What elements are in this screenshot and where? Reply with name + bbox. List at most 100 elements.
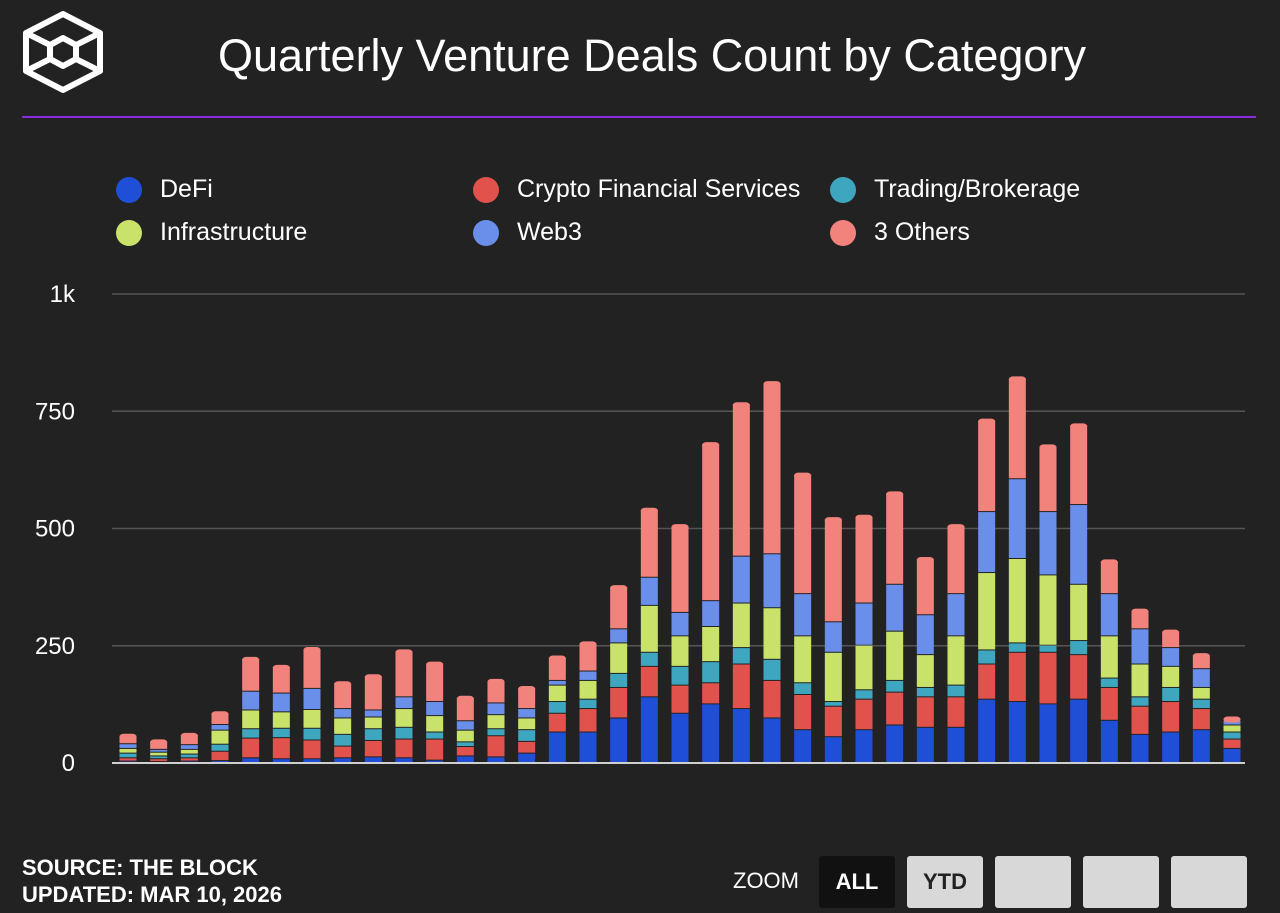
bar-segment-3-others[interactable] — [1039, 446, 1057, 512]
bar-segment-crypto-financial-services[interactable] — [1131, 706, 1149, 734]
bar-segment-infrastructure[interactable] — [334, 718, 352, 734]
bar-segment-3-others[interactable] — [855, 516, 873, 603]
bar-segment-crypto-financial-services[interactable] — [303, 740, 321, 759]
bar-segment-3-others[interactable] — [794, 474, 812, 594]
bar-segment-infrastructure[interactable] — [978, 573, 996, 650]
bar-segment-trading-brokerage[interactable] — [272, 728, 290, 738]
bar-segment-trading-brokerage[interactable] — [180, 754, 198, 758]
bar-segment-defi[interactable] — [610, 718, 628, 762]
bar-segment-trading-brokerage[interactable] — [364, 729, 382, 740]
bar-segment-defi[interactable] — [916, 727, 934, 762]
bar-stack[interactable] — [272, 664, 290, 762]
bar-stack[interactable] — [426, 661, 444, 762]
bar-segment-defi[interactable] — [1162, 732, 1180, 762]
bar-segment-infrastructure[interactable] — [426, 716, 444, 732]
bar-segment-web3[interactable] — [610, 629, 628, 643]
bar-segment-trading-brokerage[interactable] — [579, 699, 597, 709]
bar-segment-3-others[interactable] — [763, 383, 781, 554]
legend-item-infrastructure[interactable]: Infrastructure — [116, 218, 307, 247]
bar-stack[interactable] — [518, 685, 536, 762]
bar-segment-infrastructure[interactable] — [702, 626, 720, 662]
bar-stack[interactable] — [1192, 653, 1210, 762]
bar-segment-web3[interactable] — [1192, 669, 1210, 687]
bar-segment-trading-brokerage[interactable] — [119, 753, 137, 758]
bar-segment-crypto-financial-services[interactable] — [1008, 652, 1026, 702]
bar-segment-infrastructure[interactable] — [886, 631, 904, 680]
bar-segment-crypto-financial-services[interactable] — [916, 697, 934, 727]
bar-segment-web3[interactable] — [119, 744, 137, 748]
bar-segment-web3[interactable] — [426, 702, 444, 716]
bar-segment-infrastructure[interactable] — [855, 645, 873, 690]
bar-segment-3-others[interactable] — [272, 666, 290, 693]
bar-segment-defi[interactable] — [518, 753, 536, 762]
bar-segment-infrastructure[interactable] — [548, 685, 566, 702]
bar-segment-crypto-financial-services[interactable] — [855, 699, 873, 730]
bar-segment-trading-brokerage[interactable] — [211, 744, 229, 751]
bar-segment-crypto-financial-services[interactable] — [426, 739, 444, 760]
bar-segment-defi[interactable] — [211, 761, 229, 762]
bar-segment-defi[interactable] — [1008, 702, 1026, 762]
bar-segment-web3[interactable] — [1039, 512, 1057, 575]
zoom-ytd-button[interactable]: YTD — [907, 856, 983, 908]
zoom-all-button[interactable]: ALL — [819, 856, 895, 908]
bar-segment-web3[interactable] — [456, 721, 474, 730]
bar-segment-3-others[interactable] — [916, 558, 934, 615]
bar-segment-defi[interactable] — [272, 759, 290, 762]
bar-segment-trading-brokerage[interactable] — [794, 683, 812, 694]
bar-stack[interactable] — [119, 733, 137, 762]
bar-segment-crypto-financial-services[interactable] — [702, 683, 720, 704]
bar-segment-crypto-financial-services[interactable] — [1100, 687, 1118, 720]
bar-segment-crypto-financial-services[interactable] — [1223, 739, 1241, 748]
bar-segment-defi[interactable] — [548, 732, 566, 762]
bar-segment-trading-brokerage[interactable] — [763, 659, 781, 680]
bar-segment-defi[interactable] — [1223, 748, 1241, 762]
bar-segment-trading-brokerage[interactable] — [1223, 732, 1241, 739]
bar-stack[interactable] — [395, 649, 413, 762]
bar-stack[interactable] — [150, 739, 168, 762]
bar-segment-web3[interactable] — [334, 709, 352, 718]
bar-segment-infrastructure[interactable] — [487, 715, 505, 729]
bar-segment-defi[interactable] — [947, 727, 965, 762]
bar-stack[interactable] — [1008, 376, 1026, 762]
bar-segment-defi[interactable] — [426, 760, 444, 762]
bar-segment-trading-brokerage[interactable] — [395, 727, 413, 739]
bar-segment-web3[interactable] — [1008, 479, 1026, 558]
bar-stack[interactable] — [579, 641, 597, 762]
bar-segment-trading-brokerage[interactable] — [518, 730, 536, 741]
bar-segment-trading-brokerage[interactable] — [610, 673, 628, 687]
bar-segment-web3[interactable] — [548, 680, 566, 685]
legend-item-crypto-financial-services[interactable]: Crypto Financial Services — [473, 175, 800, 204]
bar-segment-web3[interactable] — [1131, 629, 1149, 664]
bar-segment-trading-brokerage[interactable] — [1008, 643, 1026, 652]
bar-segment-trading-brokerage[interactable] — [334, 734, 352, 746]
bar-segment-crypto-financial-services[interactable] — [610, 687, 628, 718]
bar-segment-web3[interactable] — [579, 671, 597, 680]
bar-segment-web3[interactable] — [211, 725, 229, 730]
bar-segment-web3[interactable] — [824, 622, 842, 652]
bar-stack[interactable] — [978, 418, 996, 762]
bar-stack[interactable] — [1039, 444, 1057, 762]
bar-segment-web3[interactable] — [886, 584, 904, 631]
bar-stack[interactable] — [855, 514, 873, 762]
bar-segment-trading-brokerage[interactable] — [1070, 641, 1088, 655]
bar-segment-crypto-financial-services[interactable] — [395, 739, 413, 758]
bar-segment-3-others[interactable] — [640, 509, 658, 577]
bar-segment-3-others[interactable] — [334, 683, 352, 709]
bar-segment-web3[interactable] — [272, 693, 290, 712]
legend-item-defi[interactable]: DeFi — [116, 175, 213, 204]
bar-segment-3-others[interactable] — [426, 663, 444, 702]
bar-segment-web3[interactable] — [978, 512, 996, 573]
bar-segment-3-others[interactable] — [886, 493, 904, 584]
bar-segment-3-others[interactable] — [1100, 561, 1118, 594]
bar-segment-defi[interactable] — [794, 730, 812, 762]
bar-stack[interactable] — [1070, 423, 1088, 762]
bar-segment-trading-brokerage[interactable] — [640, 652, 658, 666]
bar-stack[interactable] — [211, 711, 229, 762]
bar-segment-web3[interactable] — [763, 554, 781, 608]
bar-segment-crypto-financial-services[interactable] — [548, 713, 566, 732]
bar-segment-defi[interactable] — [763, 718, 781, 762]
legend-item-trading-brokerage[interactable]: Trading/Brokerage — [830, 175, 1080, 204]
bar-segment-infrastructure[interactable] — [518, 718, 536, 730]
bar-segment-infrastructure[interactable] — [1100, 636, 1118, 678]
bar-segment-trading-brokerage[interactable] — [886, 680, 904, 692]
